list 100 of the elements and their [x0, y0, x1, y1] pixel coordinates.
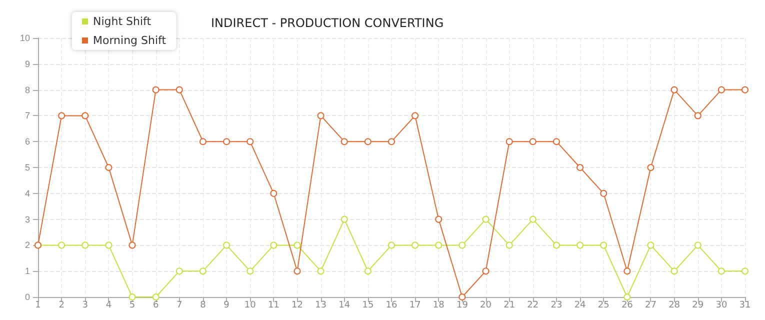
point — [482, 268, 490, 275]
point — [647, 242, 654, 249]
point — [388, 138, 395, 146]
chart-title: INDIRECT - PRODUCTION CONVERTING — [211, 16, 444, 30]
point — [58, 242, 66, 249]
point — [458, 294, 466, 300]
x-tick-label: 20 — [480, 300, 492, 310]
x-tick-label: 27 — [645, 300, 656, 310]
x-tick-label: 31 — [739, 300, 751, 310]
legend-label: Night Shift — [93, 15, 152, 28]
x-tick-label: 14 — [338, 300, 350, 310]
point — [506, 242, 513, 249]
x-tick-label: 19 — [456, 300, 468, 310]
point — [246, 268, 254, 275]
point — [529, 216, 536, 223]
point — [388, 242, 395, 249]
point — [506, 138, 513, 146]
y-tick-label: 8 — [24, 84, 30, 95]
point — [223, 138, 230, 146]
x-tick-label: 12 — [292, 300, 303, 310]
x-tick-label: 2 — [58, 300, 64, 310]
point — [317, 268, 324, 275]
point — [340, 216, 348, 223]
point — [223, 242, 230, 249]
point — [670, 268, 678, 275]
point — [152, 86, 160, 94]
x-tick-label: 30 — [716, 300, 728, 310]
point — [670, 86, 678, 94]
x-tick-label: 24 — [574, 300, 586, 310]
point — [105, 164, 112, 171]
point — [529, 138, 536, 146]
x-tick-label: 9 — [224, 300, 230, 310]
x-tick-label: 15 — [362, 300, 374, 310]
point — [600, 242, 608, 249]
point — [270, 242, 278, 249]
y-tick-label: 0 — [24, 292, 30, 302]
point — [199, 268, 206, 275]
point — [199, 138, 206, 146]
point — [647, 164, 654, 171]
y-tick-label: 5 — [24, 162, 30, 172]
point — [364, 268, 372, 275]
y-tick-label: 9 — [24, 58, 30, 69]
x-tick-label: 16 — [386, 300, 398, 310]
point — [105, 242, 112, 249]
point — [600, 190, 608, 197]
point — [82, 242, 89, 249]
x-tick-label: 17 — [409, 300, 421, 310]
point — [412, 242, 419, 249]
point — [435, 242, 442, 249]
point — [576, 164, 584, 171]
y-tick-label: 10 — [20, 33, 30, 43]
point — [294, 242, 301, 249]
x-tick-label: 26 — [621, 300, 634, 310]
point — [294, 268, 301, 275]
x-tick-label: 28 — [668, 300, 680, 310]
point — [624, 268, 631, 275]
x-tick-label: 8 — [200, 300, 206, 310]
x-tick-label: 29 — [692, 300, 704, 310]
y-tick-label: 1 — [24, 266, 30, 276]
point — [458, 242, 466, 249]
x-tick-label: 25 — [598, 300, 610, 310]
legend-label: Morning Shift — [93, 34, 167, 47]
point — [270, 190, 278, 197]
point — [152, 294, 160, 300]
x-tick-label: 7 — [176, 300, 182, 310]
point — [576, 242, 584, 249]
point — [58, 112, 66, 120]
x-tick-label: 13 — [315, 300, 327, 310]
point — [246, 138, 254, 146]
x-tick-label: 5 — [129, 300, 136, 310]
y-tick-label: 2 — [24, 240, 30, 250]
point — [552, 138, 560, 146]
point — [624, 294, 631, 300]
x-tick-label: 4 — [106, 300, 112, 310]
x-tick-label: 3 — [82, 300, 88, 310]
y-tick-label: 3 — [24, 214, 30, 224]
point — [317, 112, 324, 120]
point — [128, 242, 136, 249]
point — [482, 216, 490, 223]
point — [82, 112, 89, 120]
point — [718, 268, 725, 275]
x-tick-label: 10 — [244, 300, 256, 310]
point — [176, 86, 183, 94]
x-tick-label: 18 — [432, 300, 445, 310]
point — [435, 216, 442, 223]
x-tick-label: 11 — [268, 300, 280, 310]
point — [176, 268, 183, 275]
x-tick-label: 23 — [550, 300, 562, 310]
point — [340, 138, 348, 146]
point — [412, 112, 419, 120]
point — [128, 294, 136, 300]
y-tick-label: 4 — [24, 188, 30, 198]
y-tick-label: 6 — [24, 136, 30, 147]
y-tick-label: 7 — [24, 110, 30, 121]
x-tick-label: 1 — [35, 300, 41, 310]
point — [742, 268, 748, 275]
x-tick-label: 6 — [152, 300, 159, 310]
point — [552, 242, 560, 249]
x-tick-label: 21 — [504, 300, 516, 310]
point — [718, 86, 725, 94]
